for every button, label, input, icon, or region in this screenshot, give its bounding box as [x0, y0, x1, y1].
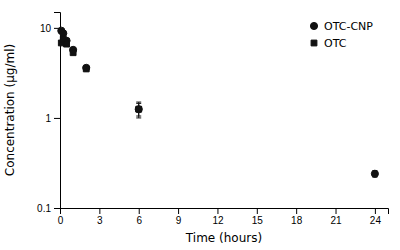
tick-label: 1: [45, 113, 51, 124]
legend: OTC-CNP OTC: [310, 20, 373, 50]
tick-label: 21: [330, 215, 342, 226]
tick-label: 24: [370, 215, 382, 226]
tick-mark: [54, 118, 60, 119]
tick-label: 12: [212, 215, 224, 226]
series: [58, 36, 141, 116]
legend-symbol: [310, 22, 317, 29]
point: [64, 41, 70, 47]
tick: 18: [291, 208, 303, 226]
legend-label: OTC-CNP: [324, 20, 373, 33]
tick-label: 0.1: [37, 203, 51, 214]
tick: 1: [45, 113, 60, 124]
y-axis-title: Concentration (μg/ml): [3, 44, 17, 176]
tick: 3: [97, 208, 103, 226]
tick-mark: [54, 208, 60, 209]
point: [70, 50, 76, 56]
tick-label: 3: [97, 215, 103, 226]
tick: 6: [136, 208, 142, 226]
tick: 24: [370, 208, 382, 226]
tick-mark: [99, 208, 100, 214]
tick-mark: [257, 208, 258, 214]
tick-mark: [217, 208, 218, 214]
tick-label: 6: [136, 215, 142, 226]
point: [371, 170, 378, 177]
tick-label: 10: [40, 23, 52, 34]
point: [83, 64, 90, 71]
series: [58, 27, 379, 177]
tick-label: 0: [58, 215, 64, 226]
legend-entry: OTC: [311, 37, 347, 50]
error-bar: [136, 103, 141, 116]
tick: 0: [58, 208, 64, 226]
legend-label: OTC: [324, 37, 347, 50]
tick-mark: [178, 208, 179, 214]
x-axis: 0 3 6 9 12 15 18 21 24: [58, 208, 389, 226]
tick: 10: [40, 23, 60, 34]
plot-area: 0 3 6 9 12 15 18 21 24 0.1 1 10 OTC-CNP OTC: [37, 13, 388, 227]
x-axis-title: Time (hours): [185, 231, 262, 245]
tick: 15: [252, 208, 264, 226]
tick-mark: [375, 208, 376, 214]
tick-label: 9: [176, 215, 182, 226]
tick-label: 18: [291, 215, 303, 226]
tick: 0.1: [37, 203, 60, 214]
chart: 0 3 6 9 12 15 18 21 24 0.1 1 10 OTC-CNP OTC Time (hour…: [0, 0, 400, 250]
tick: 9: [176, 208, 182, 226]
legend-entry: OTC-CNP: [310, 20, 373, 33]
tick-mark: [139, 208, 140, 214]
tick-label: 15: [252, 215, 264, 226]
axis-line: [61, 209, 389, 215]
marks: [58, 27, 379, 177]
tick-mark: [296, 208, 297, 214]
error-bar: [136, 102, 141, 118]
tick: 21: [330, 208, 342, 226]
y-axis: 0.1 1 10: [37, 13, 60, 214]
point: [135, 106, 142, 113]
tick-mark: [336, 208, 337, 214]
tick: 12: [212, 208, 224, 226]
legend-symbol: [311, 40, 317, 46]
point: [136, 106, 142, 112]
point: [83, 66, 89, 72]
